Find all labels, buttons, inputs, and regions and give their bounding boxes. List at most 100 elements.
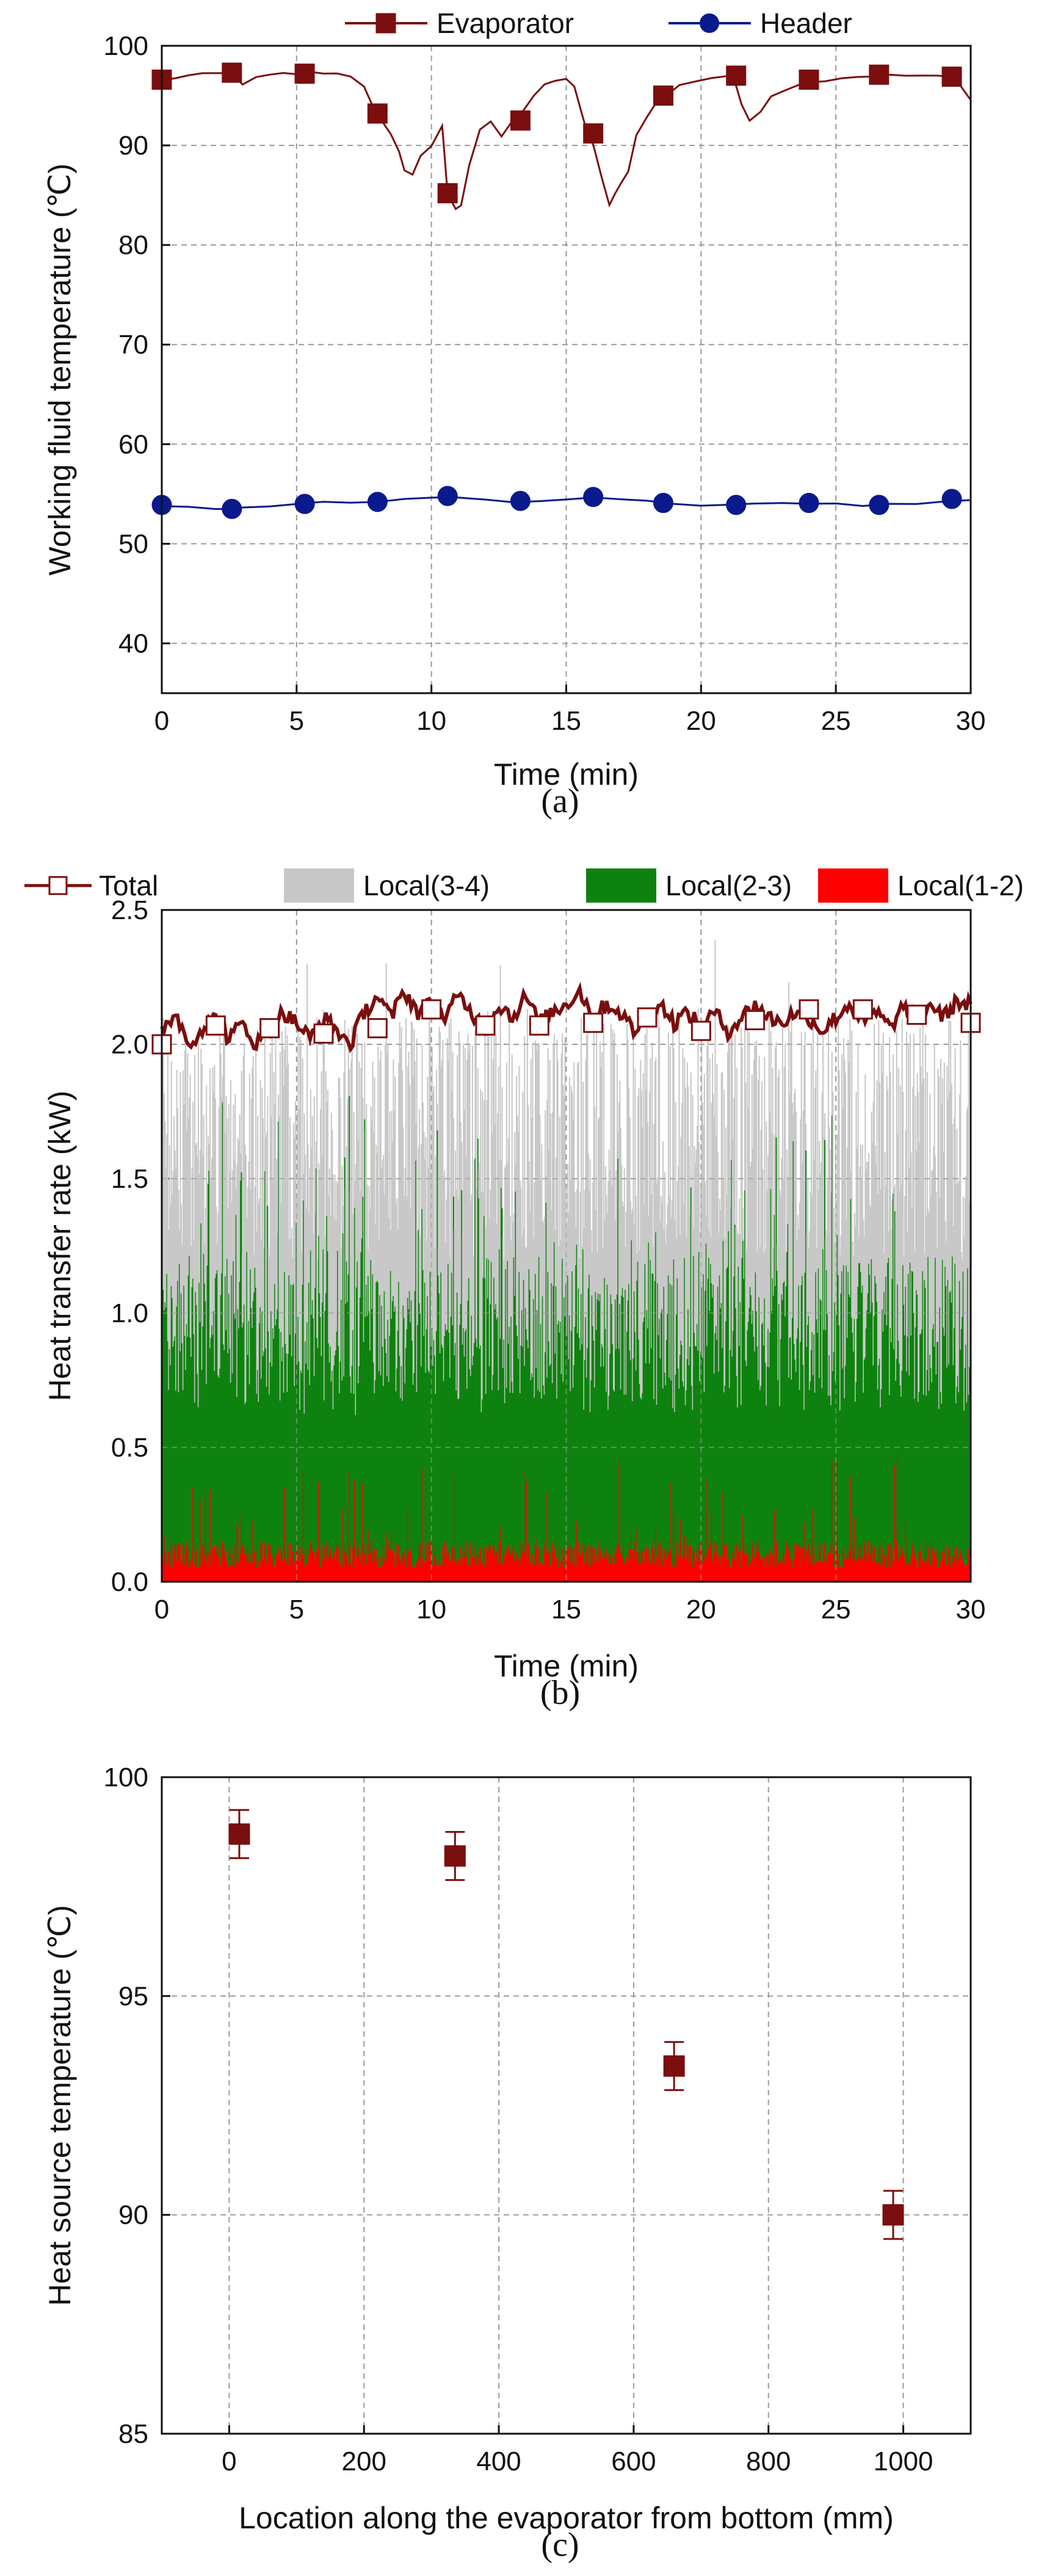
- local-2-3-bar: [695, 1346, 697, 1561]
- local-1-2-bar: [902, 1552, 904, 1582]
- local-1-2-bar: [551, 1563, 552, 1582]
- local-2-3-bar: [821, 1388, 823, 1562]
- local-1-2-bar: [892, 1562, 894, 1582]
- local-3-4-bar: [772, 1068, 773, 1279]
- local-3-4-bar: [174, 1151, 176, 1336]
- local-1-2-bar: [492, 1545, 494, 1582]
- local-3-4-bar: [195, 1143, 198, 1306]
- local-1-2-bar: [687, 1560, 689, 1582]
- local-3-4-bar: [650, 1058, 651, 1261]
- local-1-2-bar: [906, 1565, 908, 1582]
- local-3-4-bar: [637, 1096, 639, 1262]
- local-3-4-bar: [531, 1118, 533, 1374]
- local-3-4-bar: [728, 1032, 731, 1389]
- local-1-2-bar: [587, 1565, 589, 1582]
- local-3-4-bar: [571, 1092, 573, 1272]
- local-2-3-bar: [374, 1380, 376, 1554]
- local-1-2-bar: [254, 1552, 256, 1582]
- local-1-2-bar: [263, 1557, 265, 1582]
- local-1-2-bar: [325, 1561, 327, 1582]
- local-3-4-bar: [454, 1150, 457, 1344]
- local-3-4-bar: [734, 1034, 736, 1225]
- local-1-2-bar: [282, 1560, 284, 1582]
- local-1-2-bar: [550, 1565, 552, 1582]
- local-1-2-bar: [777, 1543, 778, 1582]
- local-2-3-bar: [426, 1329, 427, 1545]
- local-1-2-bar: [163, 1536, 165, 1582]
- local-3-4-bar: [336, 1181, 338, 1332]
- local-1-2-bar: [486, 1547, 488, 1582]
- local-2-3-bar: [730, 1350, 731, 1567]
- local-1-2-bar: [583, 1566, 585, 1582]
- local-3-4-bar: [751, 1074, 753, 1324]
- local-2-3-bar: [328, 1363, 330, 1553]
- local-1-2-bar: [524, 1469, 526, 1582]
- local-1-2-bar: [217, 1548, 219, 1582]
- point-marker: [228, 1823, 250, 1845]
- local-3-4-bar: [537, 1044, 539, 1391]
- local-3-4-bar: [214, 1098, 216, 1278]
- local-1-2-bar: [491, 1549, 493, 1582]
- local-3-4-bar: [716, 1064, 718, 1340]
- local-3-4-bar: [264, 1032, 266, 1171]
- local-1-2-bar: [926, 1559, 927, 1582]
- local-2-3-bar: [608, 1395, 610, 1553]
- local-2-3-bar: [400, 1366, 402, 1566]
- local-1-2-bar: [210, 1489, 212, 1582]
- local-2-3-bar: [901, 1370, 903, 1549]
- local-1-2-bar: [794, 1544, 796, 1582]
- local-3-4-bar: [896, 1030, 897, 1359]
- local-1-2-bar: [625, 1563, 626, 1582]
- local-2-3-bar: [662, 1388, 664, 1566]
- local-2-3-bar: [316, 1338, 318, 1550]
- local-2-3-bar: [277, 1121, 279, 1546]
- local-3-4-bar: [240, 1154, 242, 1181]
- local-1-2-bar: [662, 1565, 664, 1582]
- local-1-2-bar: [309, 1545, 311, 1582]
- local-1-2-bar: [485, 1561, 487, 1582]
- local-1-2-bar: [214, 1546, 216, 1582]
- local-1-2-bar: [528, 1544, 530, 1582]
- local-1-2-bar: [262, 1559, 264, 1582]
- local-3-4-bar: [853, 1212, 855, 1319]
- local-1-2-bar: [359, 1551, 361, 1582]
- local-2-3-bar: [559, 1333, 560, 1551]
- local-2-3-bar: [423, 1336, 425, 1563]
- local-2-3-bar: [363, 1342, 364, 1543]
- local-1-2-bar: [563, 1555, 565, 1582]
- local-2-3-bar: [256, 1393, 258, 1568]
- local-2-3-bar: [382, 1346, 383, 1565]
- local-3-4-bar: [271, 1030, 273, 1367]
- local-1-2-bar: [527, 1545, 529, 1582]
- x-axis-title: Time (min): [494, 1649, 639, 1683]
- local-1-2-bar: [609, 1554, 611, 1582]
- local-1-2-bar: [623, 1545, 625, 1582]
- local-2-3-bar: [558, 1320, 560, 1568]
- local-3-4-bar: [814, 1087, 816, 1393]
- local-2-3-bar: [745, 1366, 748, 1554]
- local-2-3-bar: [498, 1390, 499, 1563]
- local-2-3-bar: [197, 1407, 199, 1568]
- local-3-4-bar: [926, 1072, 928, 1370]
- local-3-4-bar: [460, 1122, 462, 1304]
- evaporator-marker: [583, 123, 604, 144]
- local-2-3-bar: [406, 1329, 408, 1567]
- local-2-3-bar: [968, 1394, 969, 1548]
- local-1-2-bar: [681, 1559, 683, 1582]
- total-marker: [313, 1023, 334, 1044]
- local-3-4-bar: [727, 1052, 729, 1267]
- local-2-3-bar: [829, 1395, 831, 1545]
- local-2-3-bar: [775, 1286, 777, 1568]
- local-2-3-bar: [636, 1281, 638, 1552]
- local-3-4-bar: [723, 1089, 725, 1392]
- local-3-4-bar: [305, 1154, 306, 1342]
- local-3-4-bar: [191, 1167, 193, 1287]
- local-3-4-bar: [225, 1133, 226, 1276]
- local-3-4-bar: [901, 1019, 903, 1371]
- local-2-3-bar: [943, 1327, 944, 1559]
- local-2-3-bar: [786, 1251, 788, 1543]
- local-2-3-bar: [326, 1216, 328, 1542]
- local-1-2-bar: [787, 1548, 789, 1582]
- local-2-3-bar: [210, 1337, 212, 1490]
- local-2-3-bar: [562, 1381, 564, 1565]
